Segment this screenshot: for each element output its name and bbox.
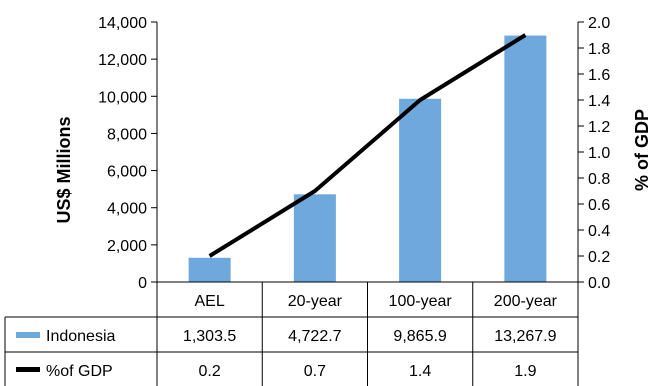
category-label: 20-year (288, 293, 343, 310)
y-tick-label: 6,000 (107, 164, 147, 181)
y-tick-label: 2,000 (107, 238, 147, 255)
y2-axis-title: % of GDP (632, 109, 652, 191)
table-value-indonesia: 4,722.7 (288, 328, 341, 345)
y2-tick-label: 1.4 (588, 93, 610, 110)
legend-key-indonesia (16, 332, 40, 338)
table-value-percent-of-gdp: 1.9 (514, 363, 536, 380)
line-series-percent-of-gdp (208, 33, 527, 258)
legend-label-indonesia: Indonesia (46, 328, 115, 345)
bar-200-year (504, 35, 547, 282)
legend-label-percent-of-gdp: %of GDP (46, 363, 113, 380)
y-tick-label: 0 (138, 275, 147, 292)
y-tick-label: 4,000 (107, 201, 147, 218)
y-tick-label: 8,000 (107, 126, 147, 143)
y2-tick-label: 2.0 (588, 15, 610, 32)
y2-tick-label: 0.6 (588, 197, 610, 214)
table-value-percent-of-gdp: 1.4 (409, 363, 431, 380)
category-label: 100-year (389, 293, 453, 310)
bar-20-year (293, 194, 336, 282)
y-tick-label: 10,000 (98, 89, 147, 106)
y2-tick-label: 0.2 (588, 249, 610, 266)
y-tick-label: 14,000 (98, 15, 147, 32)
y2-tick-label: 0.8 (588, 171, 610, 188)
bar-ael (188, 257, 231, 282)
bar-100-year (399, 98, 442, 282)
y2-tick-label: 1.2 (588, 119, 610, 136)
y2-tick-label: 1.0 (588, 145, 610, 162)
category-label: 200-year (494, 293, 558, 310)
table-value-indonesia: 1,303.5 (183, 328, 236, 345)
table-value-percent-of-gdp: 0.2 (199, 363, 221, 380)
y-tick-label: 12,000 (98, 52, 147, 69)
table-value-percent-of-gdp: 0.7 (304, 363, 326, 380)
y2-tick-label: 0.4 (588, 223, 610, 240)
category-label: AEL (195, 293, 225, 310)
y2-tick-label: 1.8 (588, 41, 610, 58)
legend-key-percent-of-gdp (16, 367, 40, 372)
table-value-indonesia: 13,267.9 (494, 328, 556, 345)
table-value-indonesia: 9,865.9 (393, 328, 446, 345)
y2-tick-label: 1.6 (588, 67, 610, 84)
y-axis-title: US$ Millions (54, 116, 74, 223)
y2-tick-label: 0.0 (588, 275, 610, 292)
